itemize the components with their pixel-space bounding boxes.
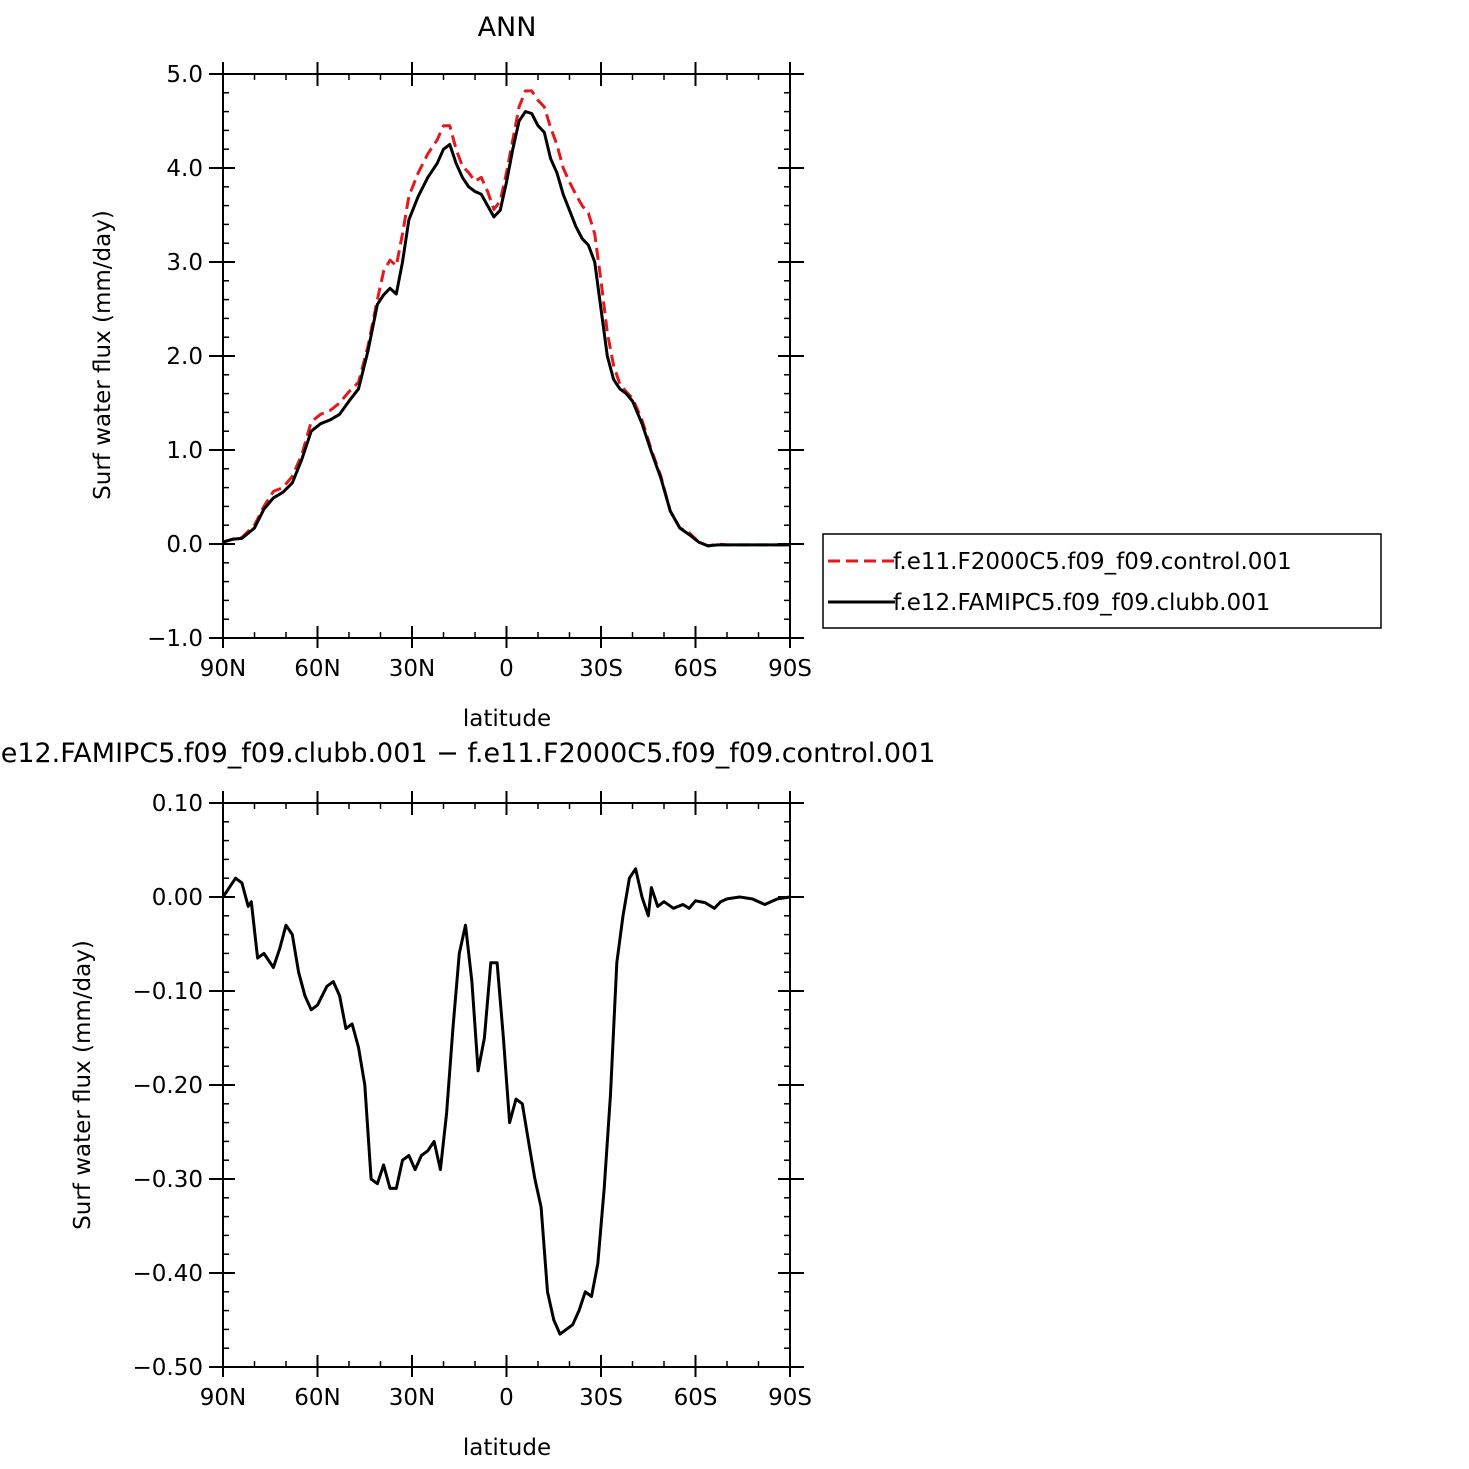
y-tick-label: 0.10 bbox=[152, 791, 203, 817]
x-tick-label: 60S bbox=[674, 656, 718, 682]
y-tick-label: 5.0 bbox=[166, 62, 203, 88]
series-line-1 bbox=[222, 110, 790, 548]
y-tick-label: −0.20 bbox=[133, 1073, 203, 1099]
y-tick-label: −0.50 bbox=[133, 1355, 203, 1381]
x-tick-label: 90S bbox=[768, 656, 812, 682]
y-tick-label: −0.40 bbox=[133, 1261, 203, 1287]
top-x-axis-title: latitude bbox=[463, 706, 551, 732]
x-tick-label: 0 bbox=[499, 1385, 514, 1411]
x-tick-label: 60N bbox=[294, 1385, 340, 1411]
x-tick-label: 30N bbox=[389, 1385, 435, 1411]
x-tick-label: 30S bbox=[579, 1385, 623, 1411]
bottom-axes: 90N 60N 30N 0 30S 60S 90S −0.50 −0.40 −0.30 −0.20 −… bbox=[133, 791, 812, 1411]
legend-label-clubb: f.e12.FAMIPC5.f09_f09.clubb.001 bbox=[893, 590, 1270, 616]
y-tick-label: 0.00 bbox=[152, 885, 203, 911]
bottom-x-axis-title: latitude bbox=[463, 1435, 551, 1461]
x-tick-label: 90S bbox=[768, 1385, 812, 1411]
y-tick-label: −0.30 bbox=[133, 1167, 203, 1193]
y-tick-label: 1.0 bbox=[166, 438, 203, 464]
legend-box bbox=[822, 533, 1382, 629]
y-tick-label: −0.10 bbox=[133, 979, 203, 1005]
legend: f.e11.F2000C5.f09_f09.control.001 f.e12.… bbox=[822, 533, 1382, 629]
y-tick-label: 2.0 bbox=[166, 344, 203, 370]
top-panel: ANN 90N 60N 30N 0 30S 60S 90S −1.0 0.0 1.0 2.0 3.0 4… bbox=[90, 12, 812, 732]
top-series-layer bbox=[222, 89, 790, 548]
bottom-series-layer bbox=[221, 867, 791, 1336]
legend-label-control: f.e11.F2000C5.f09_f09.control.001 bbox=[893, 549, 1292, 575]
x-tick-label: 30N bbox=[389, 656, 435, 682]
bottom-y-axis-title: Surf water flux (mm/day) bbox=[70, 940, 96, 1230]
y-tick-label: 4.0 bbox=[166, 156, 203, 182]
x-tick-label: 90N bbox=[200, 656, 246, 682]
top-plot-title: ANN bbox=[478, 12, 537, 43]
x-tick-label: 30S bbox=[579, 656, 623, 682]
x-tick-label: 60N bbox=[294, 656, 340, 682]
y-tick-label: 3.0 bbox=[166, 250, 203, 276]
bottom-plot-title: f.e12.FAMIPC5.f09_f09.clubb.001 − f.e11.… bbox=[0, 738, 935, 769]
x-tick-label: 60S bbox=[674, 1385, 718, 1411]
x-tick-label: 0 bbox=[499, 656, 514, 682]
bottom-panel: f.e12.FAMIPC5.f09_f09.clubb.001 − f.e11.… bbox=[0, 738, 935, 1461]
top-y-axis-title: Surf water flux (mm/day) bbox=[90, 210, 116, 500]
y-tick-label: −1.0 bbox=[147, 626, 203, 652]
y-tick-label: 0.0 bbox=[166, 532, 203, 558]
x-tick-label: 90N bbox=[200, 1385, 246, 1411]
series-line-0 bbox=[221, 867, 791, 1336]
top-axes: 90N 60N 30N 0 30S 60S 90S −1.0 0.0 1.0 2.0 3.0 4.0 5.… bbox=[147, 62, 812, 682]
